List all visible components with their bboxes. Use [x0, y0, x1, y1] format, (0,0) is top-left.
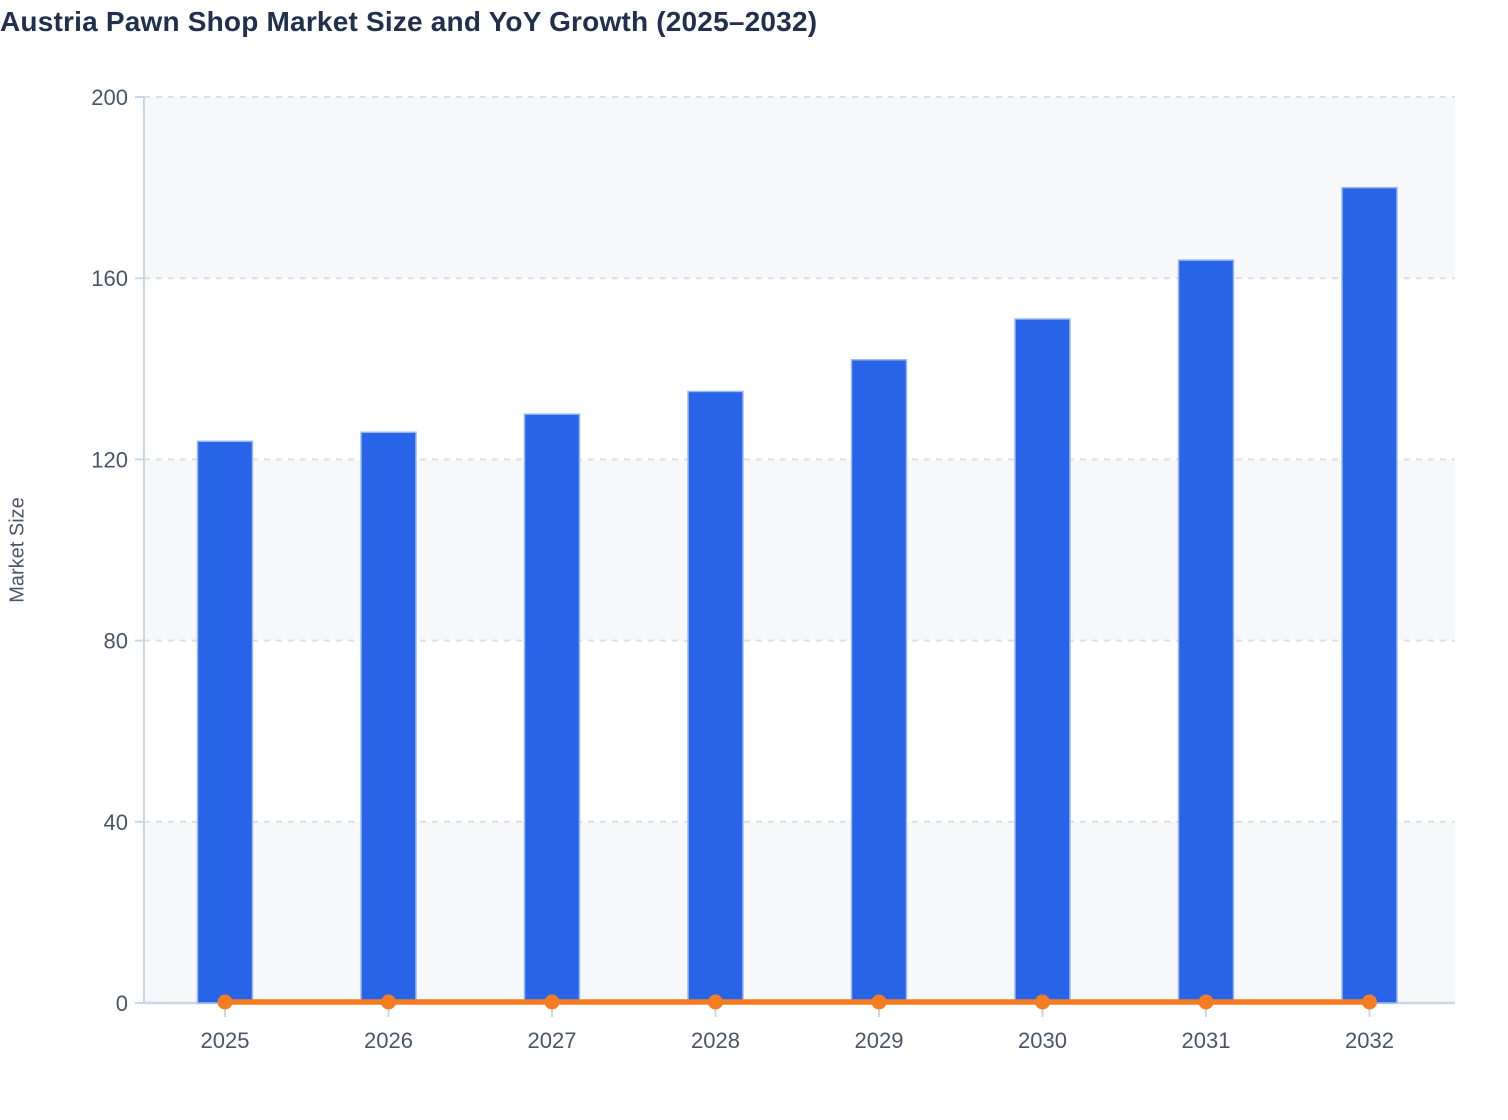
- yoy-marker-2031[interactable]: [1198, 994, 1214, 1010]
- bar-2029[interactable]: [850, 358, 908, 1004]
- x-tick-label: 2031: [1182, 1028, 1231, 1053]
- plot-band: [144, 640, 1455, 822]
- yoy-marker-2032[interactable]: [1362, 994, 1377, 1010]
- yoy-marker-2028[interactable]: [708, 994, 723, 1010]
- y-tick-label: 200: [91, 85, 128, 110]
- y-tick-label: 160: [91, 266, 128, 291]
- x-tick-label: 2032: [1345, 1028, 1394, 1053]
- plot-band: [144, 97, 1455, 279]
- x-tick-label: 2025: [201, 1028, 250, 1053]
- bar-2032[interactable]: [1341, 186, 1398, 1004]
- chart-title: Austria Pawn Shop Market Size and YoY Gr…: [0, 6, 818, 37]
- yoy-marker-2025[interactable]: [217, 994, 233, 1010]
- bar-2028[interactable]: [687, 390, 744, 1004]
- plot-band: [144, 821, 1455, 1003]
- y-tick-label: 80: [104, 629, 128, 654]
- bar-2025[interactable]: [196, 440, 254, 1004]
- x-tick-label: 2030: [1018, 1028, 1067, 1053]
- yoy-marker-2026[interactable]: [381, 994, 396, 1010]
- y-tick-label: 0: [116, 991, 128, 1016]
- x-tick-label: 2028: [691, 1028, 740, 1053]
- y-tick-label: 40: [104, 810, 128, 835]
- x-tick-label: 2027: [528, 1028, 577, 1053]
- bar-2030[interactable]: [1014, 318, 1071, 1004]
- x-tick-label: 2026: [364, 1028, 413, 1053]
- y-tick-label: 120: [91, 447, 128, 472]
- yoy-marker-2027[interactable]: [544, 994, 560, 1010]
- bar-2027[interactable]: [523, 413, 581, 1004]
- bar-2026[interactable]: [360, 431, 417, 1004]
- yoy-marker-2030[interactable]: [1035, 994, 1050, 1010]
- x-tick-label: 2029: [855, 1028, 904, 1053]
- yoy-marker-2029[interactable]: [871, 994, 887, 1010]
- bar-2031[interactable]: [1177, 259, 1235, 1004]
- plot-band: [144, 459, 1455, 641]
- plot-band: [144, 278, 1455, 460]
